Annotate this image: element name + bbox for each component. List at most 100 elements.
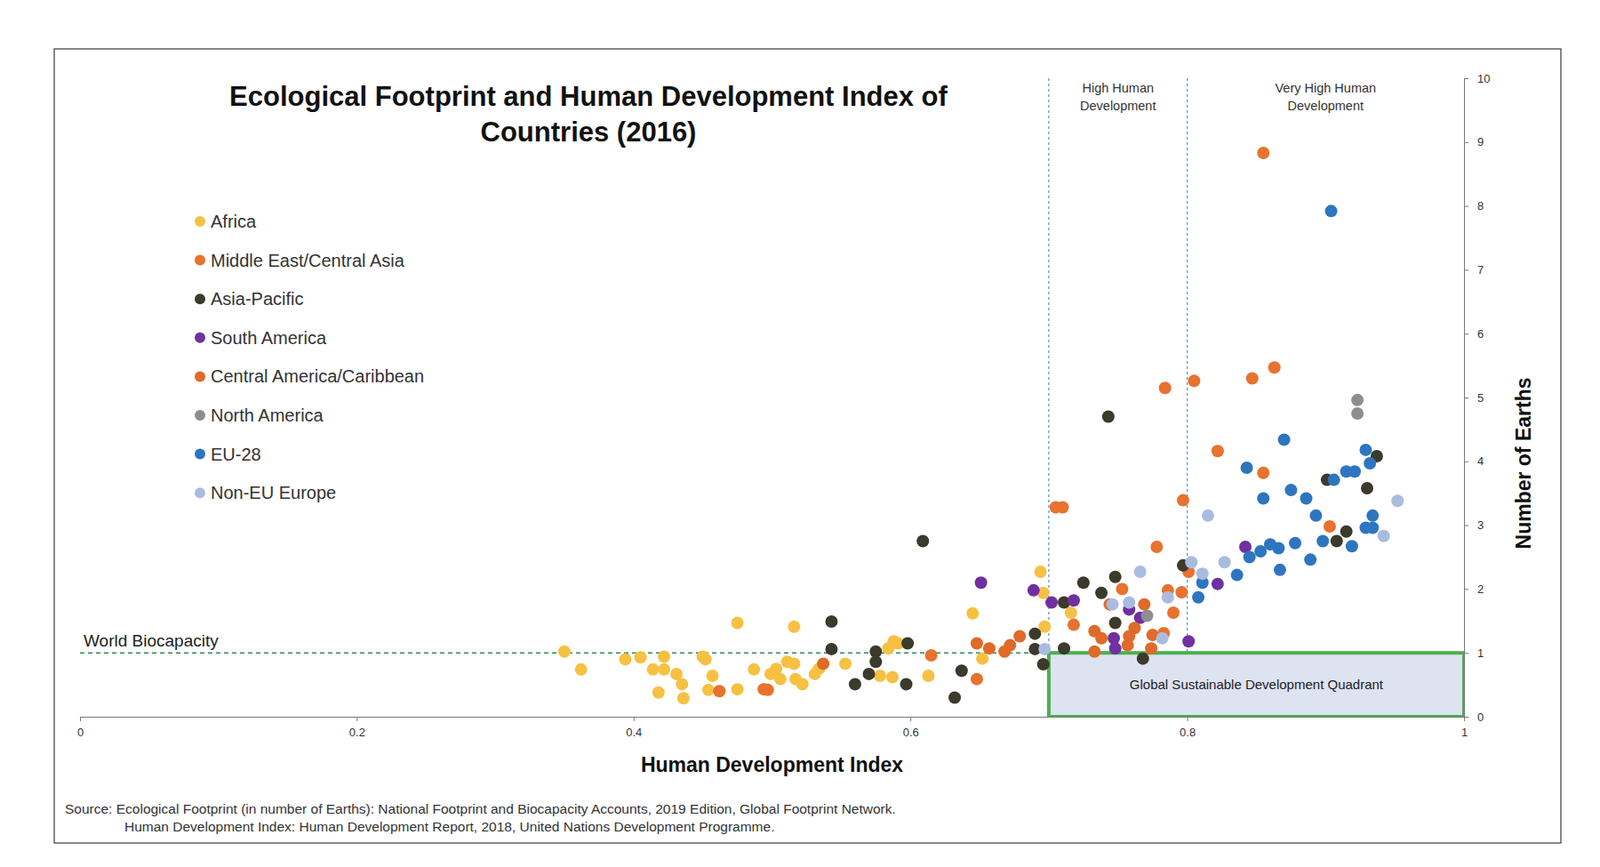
point <box>558 645 571 658</box>
y-tick: 0 <box>1464 710 1484 724</box>
point <box>1278 432 1291 446</box>
legend-item: Asia-Pacific <box>194 288 304 309</box>
tick-label: 5 <box>1477 391 1484 405</box>
point <box>1122 595 1136 608</box>
point <box>1246 371 1259 384</box>
y-tick: 4 <box>1464 454 1484 468</box>
y-tick: 2 <box>1464 582 1484 596</box>
point <box>1109 641 1122 655</box>
tick-label: 0.8 <box>1179 725 1196 739</box>
point <box>955 664 968 677</box>
tick-mark <box>356 716 358 721</box>
point <box>1240 461 1254 474</box>
point <box>1109 570 1122 584</box>
tick-mark <box>1464 397 1469 399</box>
point <box>1359 520 1372 534</box>
tick-label: 0.6 <box>903 725 920 739</box>
y-tick: 3 <box>1464 518 1484 532</box>
point <box>634 650 648 664</box>
point <box>1176 494 1190 507</box>
legend-label: Asia-Pacific <box>210 288 304 309</box>
legend-item: Central America/Caribbean <box>194 366 424 386</box>
tick-label: 7 <box>1477 263 1484 277</box>
tick-mark <box>80 716 81 721</box>
y-axis-title: Number of Earths <box>1512 377 1536 550</box>
tick-label: 6 <box>1477 327 1484 341</box>
tick-label: 9 <box>1477 135 1484 149</box>
point <box>1161 591 1175 604</box>
source-note: Human Development Index: Human Developme… <box>124 818 775 834</box>
point <box>618 652 632 665</box>
point <box>1134 565 1147 578</box>
point <box>1351 393 1364 407</box>
point <box>1027 584 1040 597</box>
point <box>1328 473 1341 487</box>
point <box>1192 591 1205 604</box>
point <box>916 535 929 548</box>
point <box>761 683 775 696</box>
point <box>1056 500 1069 513</box>
point <box>1345 539 1359 552</box>
annotation-label: High HumanDevelopment <box>1080 80 1156 113</box>
tick-label: 2 <box>1477 582 1484 596</box>
point <box>1182 634 1195 648</box>
legend-swatch <box>194 216 206 227</box>
point <box>702 683 715 696</box>
point <box>1175 585 1188 599</box>
point <box>1121 639 1135 652</box>
point <box>1366 509 1379 522</box>
point <box>1256 466 1270 480</box>
point <box>1095 586 1108 600</box>
point <box>1231 568 1244 582</box>
point <box>1184 555 1198 568</box>
x-tick: 0.8 <box>1179 716 1196 739</box>
y-tick: 10 <box>1464 72 1490 86</box>
tick-mark <box>1464 716 1469 718</box>
point <box>1316 535 1329 548</box>
legend-label: North America <box>210 405 325 425</box>
point <box>983 641 996 655</box>
point <box>774 672 787 686</box>
point <box>647 663 660 676</box>
point <box>1088 645 1101 658</box>
legend-swatch <box>194 409 206 421</box>
legend-swatch <box>194 487 206 498</box>
point <box>869 655 882 668</box>
point <box>1330 535 1344 548</box>
point <box>839 656 852 670</box>
point <box>1254 544 1267 558</box>
tick-label: 0.4 <box>625 725 642 739</box>
point <box>970 672 984 686</box>
point <box>1028 627 1041 640</box>
y-tick: 7 <box>1464 263 1484 277</box>
legend-item: Non-EU Europe <box>194 482 336 503</box>
point <box>921 669 935 682</box>
point <box>731 682 744 696</box>
point <box>1067 618 1080 632</box>
y-axis: 012345678910 <box>1464 72 1490 724</box>
tick-mark <box>1464 142 1469 144</box>
point <box>1304 552 1317 566</box>
x-tick: 0.4 <box>625 716 642 739</box>
tick-label: 0 <box>77 725 84 739</box>
axis-line <box>1464 79 1470 718</box>
y-tick: 9 <box>1464 135 1484 149</box>
point <box>900 677 913 690</box>
point <box>675 677 688 690</box>
point <box>657 663 671 676</box>
point <box>1211 444 1224 457</box>
point <box>1067 593 1080 607</box>
legend-swatch <box>194 293 206 304</box>
legend-swatch <box>194 255 206 266</box>
point <box>862 667 875 680</box>
legend-swatch <box>194 332 206 344</box>
tick-label: 1 <box>1461 725 1468 739</box>
point <box>1013 630 1026 643</box>
legend: AfricaMiddle East/Central AsiaAsia-Pacif… <box>194 211 424 503</box>
point <box>1128 621 1141 634</box>
point <box>1140 609 1153 623</box>
frame <box>54 48 1561 843</box>
y-tick: 5 <box>1464 391 1484 405</box>
point <box>1360 481 1374 495</box>
tick-mark <box>1464 333 1469 335</box>
